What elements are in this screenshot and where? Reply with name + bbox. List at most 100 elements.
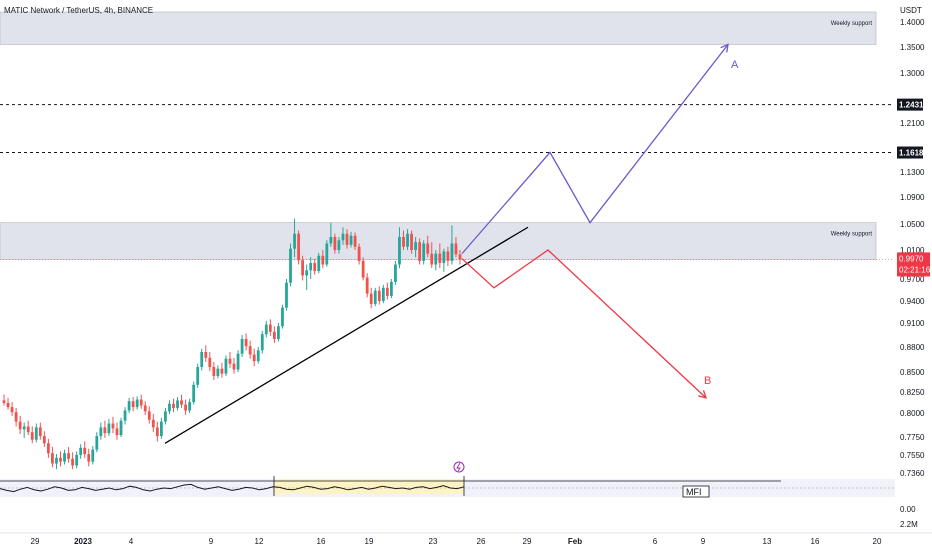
candle-body <box>333 237 337 250</box>
candle-body <box>321 255 325 265</box>
projection-path-a <box>461 44 729 255</box>
candle <box>317 252 321 274</box>
candle-body <box>176 400 179 408</box>
candle <box>83 441 87 458</box>
time-tick-label: 19 <box>365 537 374 546</box>
candle <box>212 362 216 380</box>
candle <box>248 340 252 359</box>
candle-body <box>131 401 135 408</box>
candle-body <box>6 402 10 408</box>
candle <box>67 446 70 463</box>
candlesticks <box>2 218 462 470</box>
candle-body <box>426 243 430 254</box>
candle-body <box>51 453 54 464</box>
candle <box>176 397 179 411</box>
indicator-tick-label: 2.2M <box>900 520 918 529</box>
candle-body <box>30 432 34 440</box>
time-tick-label: 16 <box>811 537 820 546</box>
price-tick-label: 0.9100 <box>900 319 925 328</box>
price-tick-label: 1.4000 <box>900 18 925 27</box>
projection-arrow-a <box>720 43 729 53</box>
candle <box>192 381 196 405</box>
time-tick-label: 2023 <box>74 537 92 546</box>
candle-body <box>454 243 458 255</box>
candle <box>337 237 341 254</box>
candle <box>30 426 34 444</box>
candle <box>59 451 62 467</box>
last-price-value: 0.9970 <box>899 254 924 263</box>
candle <box>95 432 99 453</box>
candle <box>14 407 18 427</box>
candle <box>46 438 50 458</box>
candle <box>119 417 123 437</box>
indicator-tick-label: 0.00 <box>900 505 916 514</box>
candle-body <box>103 427 107 434</box>
candle-body <box>59 457 62 462</box>
candle <box>450 225 454 265</box>
candle <box>103 420 107 438</box>
candle <box>131 397 135 412</box>
candle-body <box>83 447 87 455</box>
candle-body <box>46 443 50 454</box>
candle-body <box>71 458 75 466</box>
candle-body <box>135 399 139 408</box>
candle <box>289 243 292 287</box>
price-tick-label: 0.9700 <box>900 275 925 284</box>
projection-label-a: A <box>731 59 739 71</box>
level-badge-2 <box>897 146 923 159</box>
candle <box>216 365 220 379</box>
candle <box>256 347 260 364</box>
candle-body <box>99 427 103 437</box>
candle-body <box>369 293 373 304</box>
candle-body <box>406 233 409 247</box>
time-axis[interactable]: 29 2023 4 9 12 16 19 23 26 29 Feb 6 9 13 16 20 <box>0 532 932 546</box>
price-tick-label: 0.7360 <box>900 469 925 478</box>
candle <box>107 418 111 437</box>
candle <box>244 333 248 351</box>
candle <box>26 420 30 436</box>
candle <box>252 348 256 367</box>
candle-body <box>55 457 58 464</box>
candle-body <box>22 426 26 430</box>
candle <box>184 399 187 415</box>
candle <box>151 413 155 433</box>
candle-body <box>184 404 187 411</box>
candle-body <box>313 263 317 272</box>
candle-body <box>63 453 66 462</box>
candle-body <box>410 233 413 250</box>
candle-body <box>361 260 365 278</box>
candle-body <box>111 423 115 429</box>
level-label-1: 1.2431 <box>899 101 924 110</box>
candle <box>228 352 232 368</box>
candle <box>127 397 131 413</box>
support-zone-label-2: Weekly support <box>831 232 873 238</box>
candle <box>293 218 296 258</box>
candle <box>385 282 389 300</box>
price-tick-label: 0.7550 <box>900 451 925 460</box>
time-tick-label: 29 <box>31 537 40 546</box>
candle-body <box>200 352 204 367</box>
candle <box>208 352 212 372</box>
candle-body <box>26 426 30 433</box>
candle <box>155 421 159 442</box>
candle-body <box>381 287 385 301</box>
price-tick-label: 1.0500 <box>900 220 925 229</box>
candle-body <box>446 251 450 261</box>
level-label-2: 1.1618 <box>899 149 924 158</box>
lightning-icon <box>456 462 461 472</box>
candle <box>143 401 147 415</box>
candle-body <box>377 290 381 301</box>
candle-body <box>119 420 123 436</box>
candle <box>313 258 317 275</box>
candle-body <box>139 399 143 406</box>
candle <box>341 227 345 245</box>
price-tick-label: 1.0100 <box>900 246 925 255</box>
candle <box>2 394 6 406</box>
currency-label: USDT <box>900 6 922 15</box>
candle-body <box>317 255 321 272</box>
candle <box>123 407 127 425</box>
candle-body <box>10 407 14 413</box>
price-axis[interactable]: 1.4000 1.3500 1.3000 1.2100 1.1300 1.0900 1.05… <box>897 18 931 529</box>
candle <box>22 422 26 438</box>
